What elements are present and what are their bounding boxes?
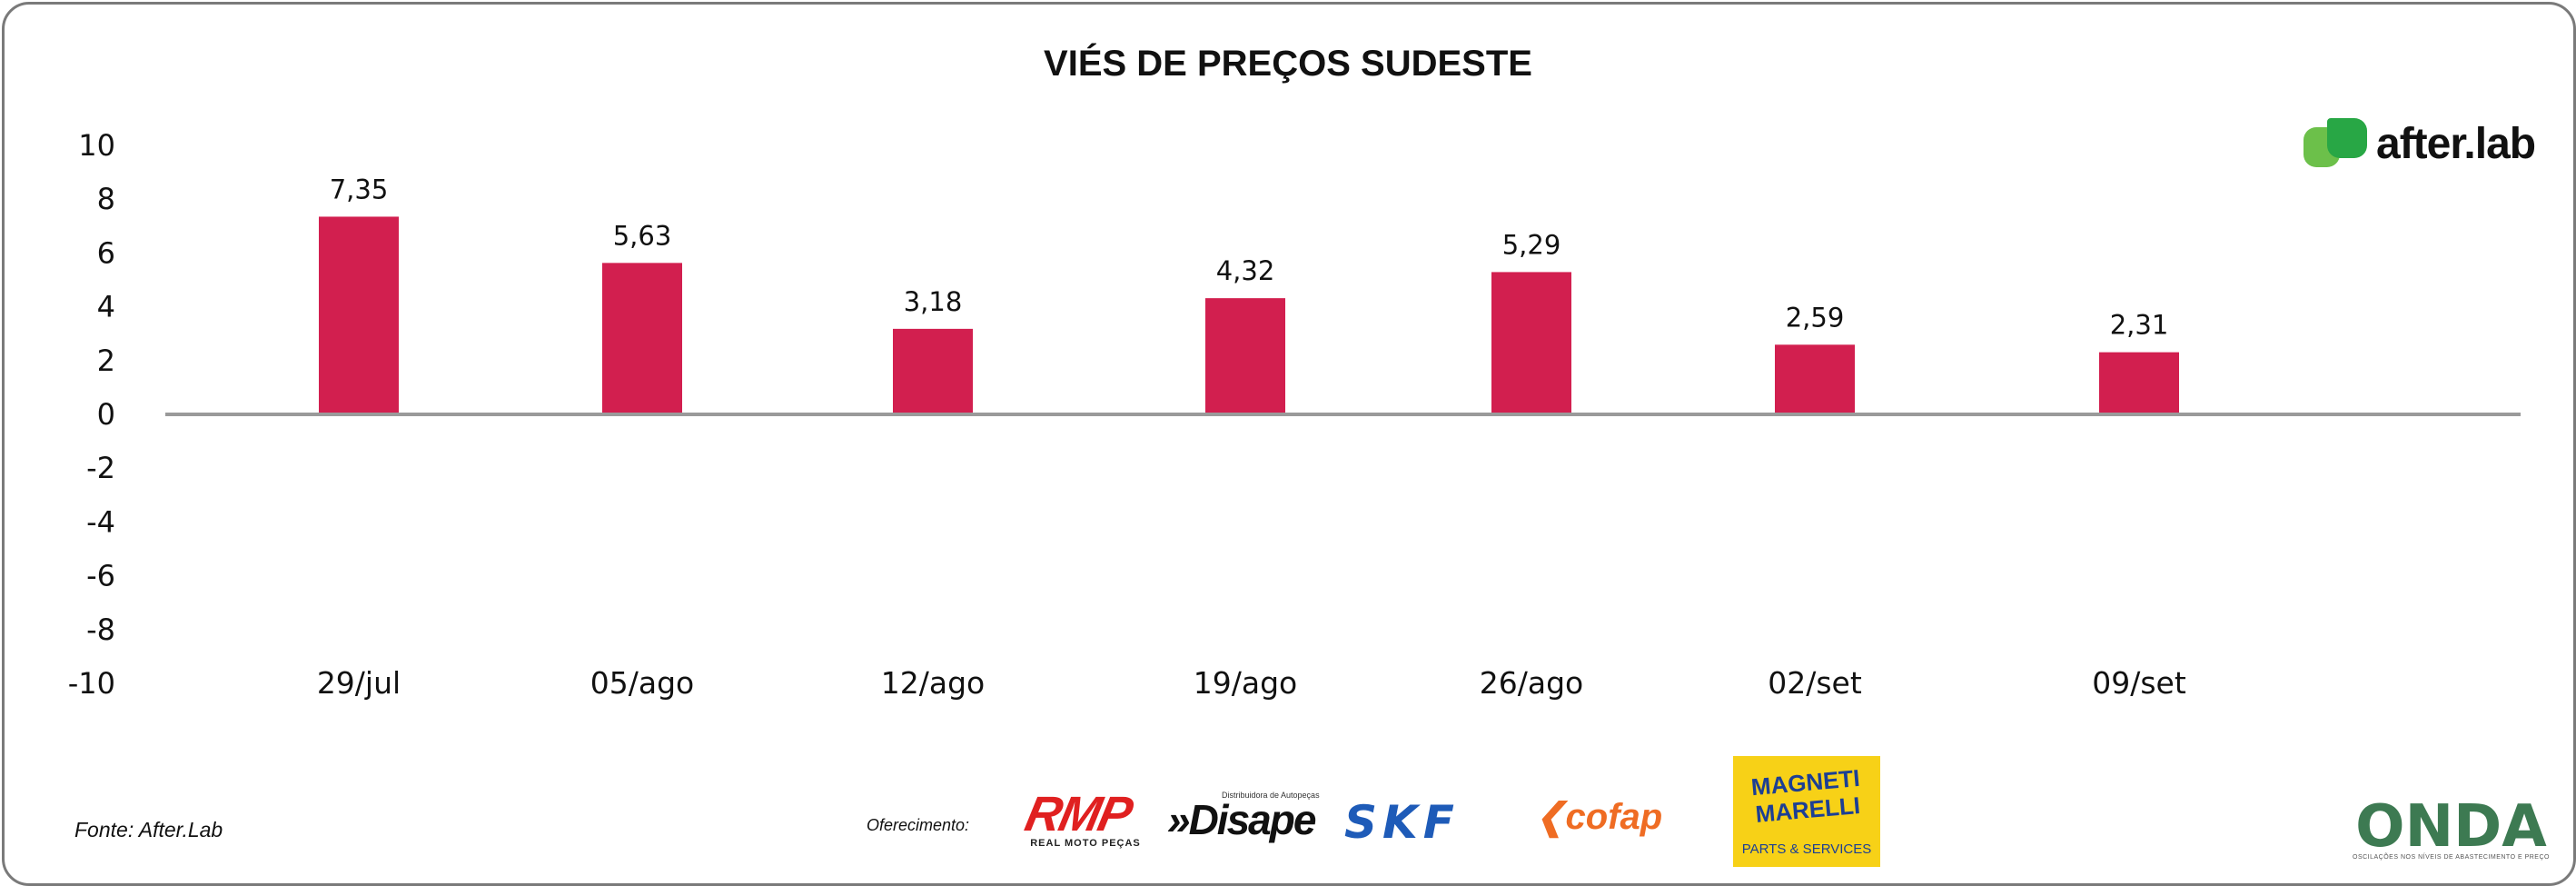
y-tick-label: -2: [86, 451, 115, 485]
x-category-label: 12/ago: [881, 665, 985, 701]
magneti-marelli-logo: MAGNETI MARELLI PARTS & SERVICES: [1733, 756, 1880, 867]
cofap-logo: ❮cofap: [1535, 796, 1662, 838]
rmp-logo-subtitle: REAL MOTO PEÇAS: [1030, 838, 1141, 849]
y-tick-label: -8: [86, 612, 115, 647]
sponsor-label: Oferecimento:: [867, 816, 970, 834]
y-tick-label: -10: [68, 666, 115, 701]
rmp-logo: RMP REAL MOTO PEÇAS: [1021, 787, 1144, 849]
data-label: 3,18: [904, 286, 963, 317]
data-labels-group: 7,35 5,63 3,18 4,32 5,29 2,59 2,31: [330, 174, 2169, 340]
disape-tagline: Distribuidora de Autopeças: [1222, 791, 1320, 800]
data-label: 5,29: [1502, 229, 1561, 260]
y-tick-label: 8: [97, 182, 115, 216]
data-label: 2,59: [1786, 302, 1845, 333]
onda-logo: ONDA OSCILAÇÕES NOS NÍVEIS DE ABASTECIME…: [2353, 793, 2550, 861]
y-tick-label: 4: [97, 290, 115, 324]
x-category-label: 05/ago: [590, 665, 694, 701]
afterlab-mark-icon: [2304, 118, 2367, 169]
skf-logo: SKF: [1344, 796, 1460, 849]
data-label: 4,32: [1216, 255, 1275, 286]
y-tick-label: -4: [86, 504, 115, 539]
onda-logo-text: ONDA: [2355, 793, 2547, 861]
chart-title: VIÉS DE PREÇOS SUDESTE: [1044, 44, 1532, 84]
y-tick-label: 2: [97, 343, 115, 378]
x-axis-categories: 29/jul 05/ago 12/ago 19/ago 26/ago 02/set 09/s…: [317, 665, 2186, 701]
y-tick-label: -6: [86, 559, 115, 593]
x-category-label: 19/ago: [1194, 665, 1297, 701]
y-tick-label: 0: [97, 397, 115, 432]
afterlab-logo-text: after.lab: [2376, 119, 2536, 168]
rmp-logo-text: RMP: [1020, 787, 1136, 841]
disape-logo-text: »Disape: [1167, 796, 1316, 843]
bar: [602, 263, 682, 414]
x-category-label: 29/jul: [317, 665, 401, 701]
data-label: 7,35: [330, 174, 389, 204]
x-category-label: 26/ago: [1480, 665, 1583, 701]
disape-logo: Distribuidora de Autopeças »Disape: [1167, 791, 1320, 843]
data-label: 5,63: [613, 220, 672, 251]
x-category-label: 09/set: [2092, 665, 2186, 701]
y-tick-label: 6: [97, 235, 115, 270]
magneti-logo-subtitle: PARTS & SERVICES: [1741, 841, 1872, 857]
bar: [2099, 352, 2179, 414]
bar: [319, 216, 399, 414]
y-axis-ticks: 10 8 6 4 2 0 -2 -4 -6 -8 -10: [68, 128, 115, 701]
cofap-chevron-icon: ❮: [1535, 797, 1566, 837]
source-note: Fonte: After.Lab: [74, 818, 223, 841]
bar: [1491, 272, 1571, 414]
bar: [1775, 344, 1855, 414]
data-label: 2,31: [2110, 310, 2169, 341]
bars-group: [319, 216, 2179, 414]
onda-logo-subtitle: OSCILAÇÕES NOS NÍVEIS DE ABASTECIMENTO E…: [2353, 854, 2550, 861]
afterlab-logo: after.lab: [2304, 116, 2536, 171]
bar: [893, 328, 973, 414]
cofap-logo-text: cofap: [1565, 797, 1663, 837]
y-tick-label: 10: [78, 128, 115, 163]
x-category-label: 02/set: [1768, 665, 1862, 701]
bar: [1205, 298, 1285, 414]
